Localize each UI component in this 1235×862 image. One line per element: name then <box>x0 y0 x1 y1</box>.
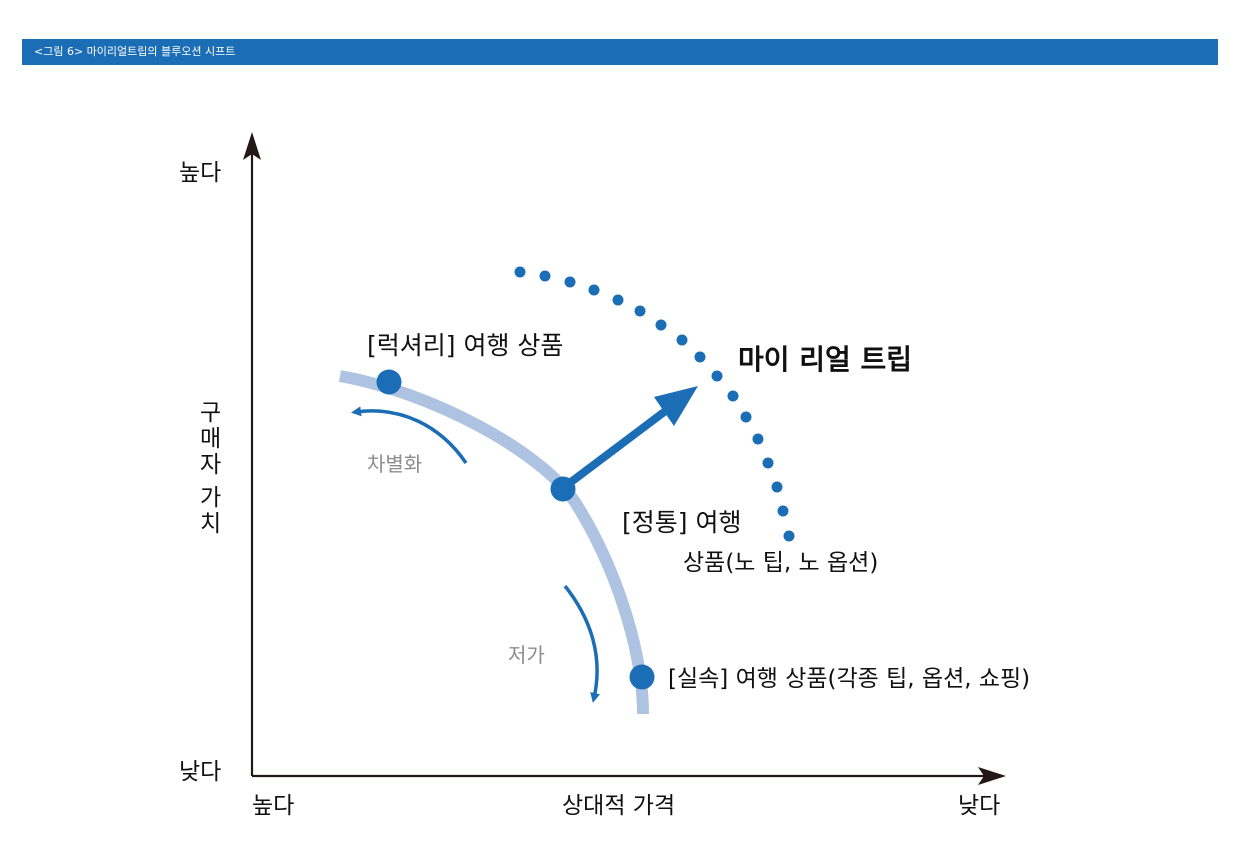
new-value-dotted-curve <box>514 266 795 542</box>
low-price-label: 저가 <box>508 643 545 667</box>
curve-dot <box>783 530 795 542</box>
myrealtrip-label: 마이 리얼 트립 <box>738 343 912 376</box>
standard-label-line1: [정통] 여행 <box>622 508 741 537</box>
curve-dot <box>711 370 723 382</box>
luxury-label: [럭셔리] 여행 상품 <box>367 331 563 360</box>
curve-dot <box>539 270 551 282</box>
standard-label-line2: 상품(노 팁, 노 옵션) <box>683 550 878 576</box>
y-axis-low-label: 낮다 <box>179 759 221 785</box>
shift-arrowhead <box>654 386 698 426</box>
curve-dot <box>514 266 526 278</box>
x-axis-title: 상대적 가격 <box>562 793 675 819</box>
curve-dot <box>777 505 789 517</box>
differentiation-label: 차별화 <box>367 452 422 476</box>
luxury-node <box>376 369 402 395</box>
curve-dot <box>564 276 576 288</box>
y-axis-title-char: 자 <box>200 452 221 478</box>
low-price-arrow <box>563 584 600 703</box>
y-axis-title: 구 매 자 가 치 <box>200 400 221 537</box>
figure-title: <그림 6> 마이리얼트립의 블루오션 시프트 <box>34 45 236 58</box>
differentiation-arrow <box>351 406 468 464</box>
y-axis-high-label: 높다 <box>179 160 221 186</box>
y-axis-title-char: 가 <box>200 485 221 511</box>
market-curve <box>338 370 649 715</box>
curve-dot <box>762 457 774 469</box>
curve-dot <box>752 433 764 445</box>
x-axis-low-label: 낮다 <box>958 793 1000 819</box>
shift-arrow-line <box>560 399 679 492</box>
figure-title-bar: <그림 6> 마이리얼트립의 블루오션 시프트 <box>22 39 1218 65</box>
budget-node <box>629 664 655 690</box>
y-axis-arrowhead <box>243 132 261 160</box>
y-axis-title-char: 치 <box>200 511 221 537</box>
curve-dot <box>727 390 739 402</box>
x-axis-high-label: 높다 <box>252 793 294 819</box>
x-axis-arrowhead <box>978 767 1006 785</box>
y-axis-title-char: 구 <box>200 400 221 426</box>
curve-dot <box>771 481 783 493</box>
y-axis-title-char: 매 <box>200 426 221 452</box>
curve-dot <box>588 284 600 296</box>
curve-dot <box>676 334 688 346</box>
curve-dot <box>612 294 624 306</box>
curve-dot <box>655 319 667 331</box>
curve-dot <box>740 411 752 423</box>
curve-dot <box>694 351 706 363</box>
curve-dot <box>634 305 646 317</box>
budget-label: [실속] 여행 상품(각종 팁, 옵션, 쇼핑) <box>668 666 1030 692</box>
standard-node <box>550 476 576 502</box>
